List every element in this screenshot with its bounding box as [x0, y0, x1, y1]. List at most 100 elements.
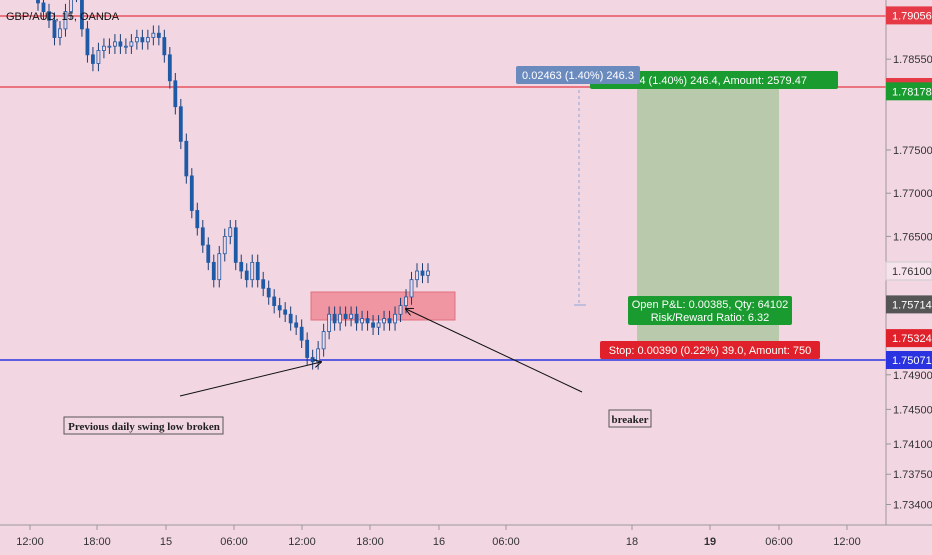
level-price-badge: [886, 6, 932, 25]
breaker-annotation: breaker: [611, 414, 648, 426]
candle-body: [107, 45, 112, 48]
candle-body: [404, 296, 408, 307]
breaker-zone: [310, 291, 456, 321]
price-badge: [885, 261, 932, 281]
stop-label-box: [600, 341, 820, 359]
candle-body: [365, 318, 370, 324]
candle-body: [206, 244, 211, 263]
candle-body: [52, 19, 57, 38]
stop-label: Stop: 0.00390 (0.22%) 39.0, Amount: 750: [609, 345, 811, 357]
candle-body: [123, 45, 128, 48]
candle-body: [156, 32, 161, 38]
price-badges: 1.790561.782281.750711.781781.761001.757…: [885, 6, 932, 369]
candle-body: [261, 279, 266, 289]
level-price-badge-text: 1.75071: [892, 355, 932, 367]
price-tick-label: 1.78550: [893, 54, 932, 66]
price-tick-label: 1.77500: [893, 145, 932, 157]
price-tick-label: 1.73750: [893, 469, 932, 481]
breaker-annotation-box: [608, 409, 652, 428]
candle-body: [162, 37, 167, 56]
price-badge-text: 1.75714: [892, 299, 932, 311]
time-tick-label: 18:00: [83, 536, 111, 548]
candle-body: [58, 28, 62, 38]
candle-body: [239, 261, 244, 272]
candle-body: [96, 50, 101, 64]
time-axis[interactable]: 12:00 18:00 15 06:00 12:00 18:00 16 06:00 18 19 06…: [16, 525, 861, 548]
time-tick-label: 12:00: [16, 536, 44, 548]
candle-body: [244, 270, 249, 281]
price-tick-label: 1.74100: [893, 439, 932, 451]
candle-body: [178, 106, 183, 142]
candle-body: [129, 41, 134, 47]
swing-low-annotation-box: [63, 416, 224, 435]
candle-body: [250, 261, 255, 281]
candle-body: [305, 339, 310, 358]
pnl-label: Open P&L: 0.00385, Qty: 64102: [632, 299, 789, 311]
candle-body: [316, 348, 321, 363]
candle-body: [294, 322, 299, 328]
candle-body: [420, 270, 425, 276]
swing-low-annotation: Previous daily swing low broken: [68, 421, 220, 433]
candle-body: [338, 313, 343, 324]
candle-body: [41, 2, 46, 12]
price-badge-text: 1.75324: [892, 333, 932, 345]
candles-layer: [36, 0, 430, 370]
measure-label-box: [516, 66, 640, 84]
breaker-arrow: [406, 309, 583, 393]
price-tick-label: 1.76500: [893, 231, 932, 243]
candle-body: [332, 313, 337, 324]
candle-body: [233, 227, 238, 263]
candle-body: [288, 313, 293, 324]
candle-body: [255, 261, 260, 281]
candle-body: [134, 37, 139, 43]
price-tick-label: 1.77000: [893, 188, 932, 200]
candle-body: [426, 270, 430, 276]
candle-body: [173, 80, 178, 108]
candle-body: [409, 279, 414, 298]
candle-body: [69, 0, 73, 12]
target-label-box: [590, 71, 838, 89]
candle-body: [47, 11, 51, 21]
candle-body: [195, 210, 200, 229]
candle-body: [184, 140, 189, 177]
candle-body: [387, 318, 392, 324]
candle-body: [321, 331, 326, 350]
candle-body: [85, 28, 90, 56]
time-tick-label: 16: [433, 536, 445, 548]
candle-body: [211, 261, 216, 281]
candle-body: [102, 45, 106, 51]
time-tick-label: 06:00: [492, 536, 520, 548]
pnl-label-box: [628, 296, 792, 325]
time-tick-label: 18:00: [356, 536, 384, 548]
symbol-label: GBP/AUD, 15, OANDA: [6, 11, 120, 23]
candle-body: [189, 175, 194, 211]
price-badge: [886, 295, 932, 314]
price-tick-label: 1.73400: [893, 499, 932, 511]
candle-body: [393, 313, 397, 324]
time-tick-label: 18: [626, 536, 638, 548]
candle-body: [167, 54, 172, 82]
candle-body: [354, 313, 359, 324]
candle-body: [151, 32, 156, 38]
candle-body: [299, 326, 304, 341]
level-price-badge-text: 1.79056: [892, 10, 932, 22]
price-tick-label: 1.74500: [893, 404, 932, 416]
candle-body: [140, 37, 145, 43]
candle-body: [222, 236, 227, 255]
candle-body: [277, 305, 282, 311]
time-tick-label: 12:00: [288, 536, 316, 548]
candle-body: [63, 11, 68, 30]
time-tick-label: 06:00: [220, 536, 248, 548]
price-axis[interactable]: 1.78550 1.77500 1.77000 1.76500 1.74900 1.745…: [886, 54, 932, 511]
price-badge: [886, 82, 932, 101]
candle-body: [349, 313, 353, 319]
level-price-badge: [886, 351, 932, 369]
candle-body: [91, 54, 95, 64]
candle-body: [80, 0, 84, 30]
candle-body: [310, 357, 315, 363]
price-badge: [886, 329, 932, 348]
candle-body: [360, 318, 364, 324]
price-badge-text: 1.78178: [892, 86, 932, 98]
